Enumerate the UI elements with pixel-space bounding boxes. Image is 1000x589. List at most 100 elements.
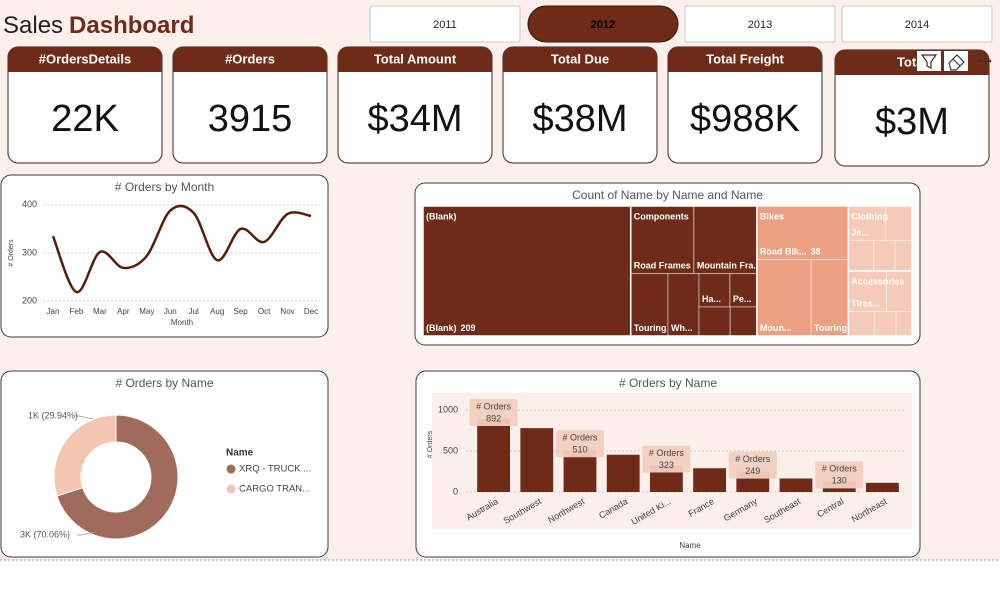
treemap-cell	[874, 311, 897, 337]
treemap-cell-label: Wh...	[671, 323, 693, 333]
pie-slice	[56, 414, 179, 540]
kpi-card: Total Due $38M	[502, 46, 658, 164]
treemap-cell	[810, 259, 849, 337]
kpi-label: Total Freight	[706, 51, 784, 66]
chart-title: # Orders by Name	[619, 376, 717, 390]
treemap-cell-label: Road Frames	[634, 261, 691, 271]
cell-name: Mountain Fra...	[697, 261, 761, 271]
visual-toolbar	[917, 51, 992, 71]
clear-button[interactable]	[944, 51, 968, 71]
line-series	[51, 204, 312, 294]
treemap-group-label: Components	[634, 211, 689, 221]
x-tick-label: Nov	[280, 307, 294, 316]
data-label: 892	[486, 413, 501, 423]
year-button[interactable]: 2012	[527, 5, 679, 43]
year-button-label: 2013	[748, 19, 772, 31]
kpi-header-base	[668, 59, 822, 72]
treemap-cell-label: Mountain Fra...	[697, 261, 761, 271]
treemap-cell	[885, 205, 913, 242]
dot	[983, 59, 987, 63]
cell-name: Pe...	[733, 294, 752, 304]
treemap-cell	[895, 311, 913, 337]
data-label: 510	[572, 445, 587, 455]
x-axis-title: Month	[171, 318, 193, 327]
cell-name: Wh...	[671, 323, 693, 333]
treemap-cell-label: Touring Bikes	[814, 323, 873, 333]
kpi-header-base	[338, 59, 492, 72]
dashboard-title: Sales Dashboard	[3, 12, 194, 39]
kpi-value: 3915	[208, 98, 293, 140]
cell-name: (Blank)	[426, 323, 457, 333]
panel-box	[0, 174, 329, 338]
y-tick-label: 200	[22, 296, 37, 306]
treemap-group	[847, 270, 913, 337]
x-axis-title: Name	[679, 541, 701, 550]
year-button[interactable]: 2014	[841, 5, 993, 43]
treemap-cell	[729, 273, 758, 308]
kpi-value: 22K	[51, 98, 119, 140]
treemap-group-label: (Blank)	[426, 211, 457, 221]
treemap-cell	[847, 240, 875, 272]
data-label-title: # Orders	[562, 433, 598, 443]
legend-marker	[226, 464, 236, 474]
chart-title: # Orders by Name	[115, 376, 213, 390]
visual-panel: # Orders by Name 3K (70.06%) 1K (29.94%) Na…	[0, 370, 329, 558]
data-label: 1K (29.94%)	[28, 410, 78, 420]
year-button-label: 2014	[905, 19, 929, 31]
year-button-box	[527, 5, 679, 43]
y-axis-title: # Orders	[8, 239, 15, 267]
data-label: 3K (70.06%)	[20, 529, 70, 539]
treemap-cell	[422, 205, 632, 337]
kpi-card: Total Amount $34M	[337, 46, 493, 164]
year-button[interactable]: 2013	[684, 5, 836, 43]
title-light: Sales	[3, 12, 63, 39]
treemap-cell-label: Tires...	[851, 299, 880, 309]
chart-title: Count of Name by Name and Name	[572, 188, 763, 202]
treemap-cell	[630, 205, 695, 275]
x-tick-label: Aug	[210, 307, 224, 316]
cell-name: Je...	[851, 228, 869, 238]
kpi-value: $34M	[367, 98, 462, 140]
x-tick-label: Dec	[304, 307, 318, 316]
cell-name: Ha...	[702, 294, 721, 304]
year-button-label: 2011	[433, 19, 457, 31]
kpi-value: $988K	[690, 98, 800, 140]
data-label: 249	[745, 466, 760, 476]
legend-title: Name	[226, 448, 254, 459]
x-tick-label: Jan	[47, 307, 60, 316]
cell-name: Tires...	[851, 299, 880, 309]
pie-slice	[53, 414, 117, 497]
title-bold: Dashboard	[69, 12, 194, 39]
more-options[interactable]	[978, 59, 992, 63]
legend-label: XRQ - TRUCK ...	[239, 464, 311, 475]
filter-button[interactable]	[917, 51, 941, 71]
treemap-cell-label: Road Bik... 38	[760, 247, 821, 257]
bar	[693, 468, 727, 492]
data-label-title: # Orders	[735, 454, 771, 464]
data-label-box	[642, 445, 691, 473]
data-label-title: # Orders	[649, 448, 685, 458]
kpi-header-base	[503, 59, 657, 72]
cell-name: Moun...	[760, 323, 792, 333]
eraser-icon	[948, 54, 965, 71]
treemap-group-label: Clothing	[851, 211, 888, 221]
treemap-cell-label: Pe...	[733, 294, 752, 304]
data-label-box	[556, 430, 604, 458]
year-button[interactable]: 2011	[369, 5, 521, 43]
dot	[978, 59, 982, 63]
bar	[606, 454, 640, 492]
y-tick-label: 400	[22, 199, 37, 209]
treemap-cell	[698, 273, 731, 308]
x-tick-label: Apr	[117, 307, 130, 316]
kpi-header-base	[8, 59, 162, 72]
filter-icon	[920, 54, 938, 69]
x-tick-label: Oct	[258, 307, 271, 316]
leader-line	[77, 531, 97, 536]
treemap-cell	[873, 240, 896, 272]
treemap-cell	[729, 306, 758, 337]
data-label-title: # Orders	[476, 401, 512, 411]
data-label-box	[815, 461, 864, 489]
y-axis-title: # Orders	[427, 430, 434, 458]
